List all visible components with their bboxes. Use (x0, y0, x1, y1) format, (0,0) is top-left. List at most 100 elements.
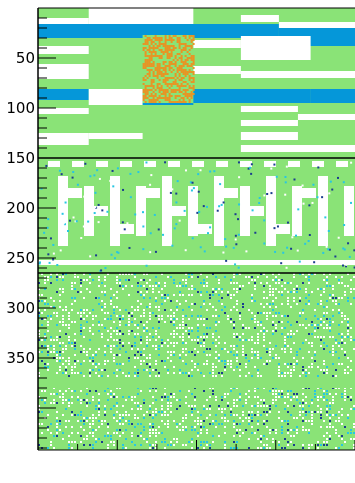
bottom-noise-cell (302, 369, 304, 371)
bottom-noise-cell (155, 363, 157, 365)
bottom-calm-strip (38, 378, 355, 388)
texture-cell (150, 69, 153, 71)
bottom-noise-cell (125, 375, 127, 377)
bottom-noise-cell (353, 426, 355, 428)
texture-cell (144, 35, 147, 37)
middle-dot (62, 222, 65, 225)
bottom-noise-cell (185, 279, 187, 281)
bottom-noise-cell (323, 393, 325, 395)
bottom-noise-cell (314, 330, 316, 332)
bottom-noise-cell (53, 348, 55, 350)
y-tick-label-200: 200 (6, 199, 35, 217)
heatmap-block-15 (193, 89, 311, 103)
middle-dot (47, 218, 50, 221)
bottom-noise-cell (233, 369, 235, 371)
bottom-noise-cell (188, 273, 190, 275)
texture-cell (162, 97, 165, 99)
bottom-noise-cell (233, 282, 235, 284)
bottom-noise-cell (98, 330, 100, 332)
bottom-noise-cell (89, 327, 91, 329)
bottom-noise-cell (329, 324, 331, 326)
bottom-noise-cell (59, 360, 61, 362)
bottom-noise-cell (290, 396, 292, 398)
texture-cell (168, 45, 171, 47)
bottom-noise-cell (38, 336, 40, 338)
texture-cell (164, 91, 167, 93)
bottom-noise-cell (86, 405, 88, 407)
bottom-noise-cell (203, 447, 205, 449)
bottom-noise-cell (272, 348, 274, 350)
bottom-noise-cell (338, 363, 340, 365)
texture-cell (142, 89, 145, 91)
texture-cell (188, 65, 191, 67)
bottom-noise-cell (194, 354, 196, 356)
bottom-noise-cell (236, 447, 238, 449)
texture-cell (174, 81, 177, 83)
texture-cell (158, 57, 161, 59)
bottom-section (38, 273, 355, 449)
bottom-noise-cell (290, 291, 292, 293)
bottom-noise-cell (251, 318, 253, 320)
bottom-noise-cell (326, 306, 328, 308)
bottom-noise-cell (185, 417, 187, 419)
texture-cell (192, 37, 195, 39)
bottom-noise-cell (95, 351, 97, 353)
middle-dot (76, 183, 79, 186)
bottom-noise-cell (116, 402, 118, 404)
bottom-noise-cell (176, 438, 178, 440)
bottom-noise-cell (239, 423, 241, 425)
bottom-noise-cell (143, 294, 145, 296)
bottom-noise-cell (158, 327, 160, 329)
texture-cell (186, 93, 189, 95)
bottom-noise-cell (122, 444, 124, 446)
texture-cell (184, 81, 187, 83)
bottom-noise-cell (233, 276, 235, 278)
bottom-noise-cell (89, 339, 91, 341)
texture-cell (174, 101, 177, 103)
middle-dot (189, 181, 192, 184)
bottom-noise-cell (287, 420, 289, 422)
bottom-noise-cell (173, 318, 175, 320)
bottom-noise-cell (248, 414, 250, 416)
texture-cell (160, 51, 163, 53)
texture-cell (162, 67, 165, 69)
bottom-noise-cell (230, 363, 232, 365)
texture-cell (150, 93, 153, 95)
texture-cell (176, 41, 179, 43)
bottom-noise-cell (155, 435, 157, 437)
bottom-noise-cell (335, 339, 337, 341)
bottom-noise-cell (275, 297, 277, 299)
texture-cell (178, 89, 181, 91)
bottom-noise-cell (125, 351, 127, 353)
bottom-noise-cell (263, 402, 265, 404)
bottom-noise-cell (293, 342, 295, 344)
bottom-noise-cell (266, 282, 268, 284)
bottom-noise-cell (212, 435, 214, 437)
texture-cell (142, 43, 145, 45)
middle-dot (258, 196, 261, 199)
texture-cell (144, 97, 147, 99)
bottom-noise-cell (173, 444, 175, 446)
heatmap-block-1 (88, 8, 194, 24)
bottom-noise-cell (254, 282, 256, 284)
bottom-noise-cell (308, 342, 310, 344)
bottom-noise-cell (227, 318, 229, 320)
texture-cell (190, 87, 193, 89)
bottom-noise-cell (173, 324, 175, 326)
bottom-noise-cell (110, 390, 112, 392)
bottom-noise-cell (182, 420, 184, 422)
bottom-noise-cell (95, 417, 97, 419)
bottom-noise-cell (164, 294, 166, 296)
middle-dot (98, 177, 101, 180)
bottom-noise-cell (140, 351, 142, 353)
bottom-noise-cell (203, 336, 205, 338)
bottom-noise-cell (293, 405, 295, 407)
bottom-noise-cell (101, 300, 103, 302)
bottom-noise-cell (62, 318, 64, 320)
bottom-noise-cell (104, 279, 106, 281)
texture-cell (144, 53, 147, 55)
bottom-noise-cell (296, 351, 298, 353)
bottom-noise-cell (107, 312, 109, 314)
bottom-noise-cell (182, 429, 184, 431)
bottom-noise-cell (311, 321, 313, 323)
